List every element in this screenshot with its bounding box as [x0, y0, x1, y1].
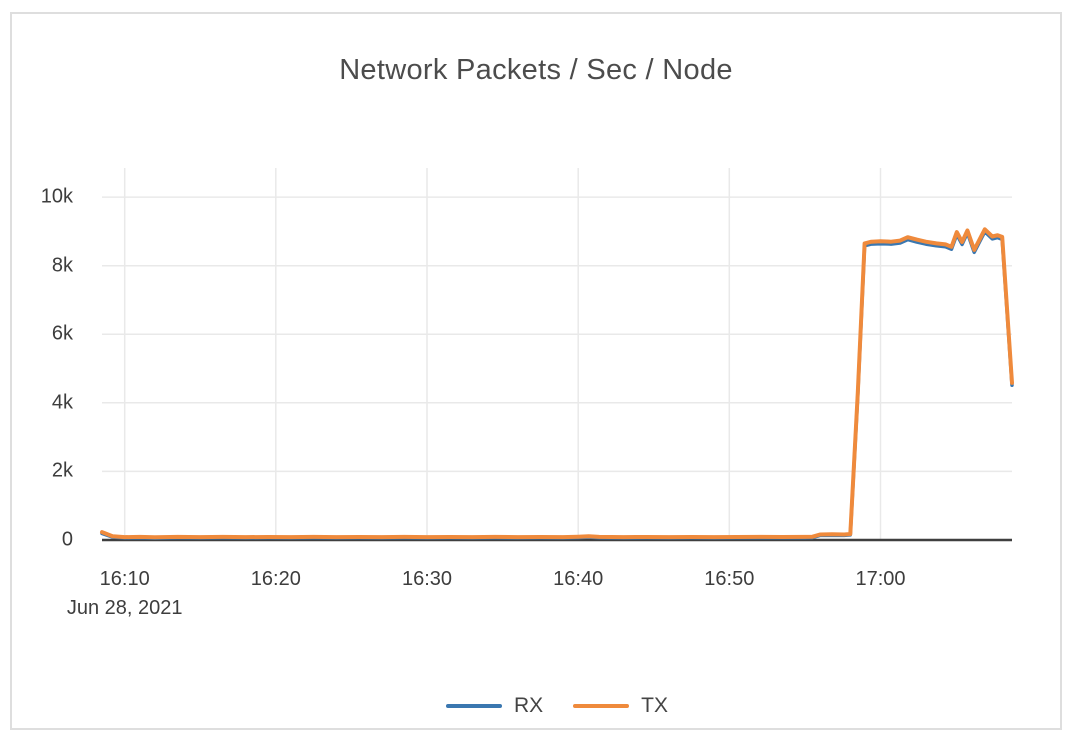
legend-item-rx[interactable]: RX	[445, 694, 544, 718]
legend-swatch-rx	[445, 704, 502, 708]
x-tick-label: 16:40	[553, 568, 604, 590]
series-line-tx[interactable]	[100, 227, 1014, 540]
x-tick-label: 16:50	[704, 568, 755, 590]
series-line-rx[interactable]	[100, 229, 1014, 540]
y-tick-label: 2k	[51, 459, 73, 482]
x-tick-label: 17:00	[855, 568, 906, 590]
x-tick-label: 16:20	[250, 568, 301, 590]
legend-swatch-tx	[573, 704, 630, 708]
x-tick-label: 16:30	[401, 568, 453, 590]
y-tick-label: 8k	[51, 254, 73, 277]
y-tick-label: 4k	[51, 391, 73, 414]
legend: RX TX	[102, 692, 1012, 720]
legend-label-rx: RX	[513, 694, 544, 717]
y-tick-label: 10k	[40, 185, 73, 208]
chart-panel	[10, 12, 1062, 730]
x-tick-label: 16:10	[99, 568, 150, 590]
chart-title: Network Packets / Sec / Node	[339, 54, 733, 86]
y-tick-label: 0	[61, 528, 73, 551]
y-tick-label: 6k	[51, 322, 73, 345]
x-axis-date-label: Jun 28, 2021	[66, 597, 183, 619]
legend-label-tx: TX	[641, 694, 669, 717]
legend-item-tx[interactable]: TX	[573, 694, 668, 718]
